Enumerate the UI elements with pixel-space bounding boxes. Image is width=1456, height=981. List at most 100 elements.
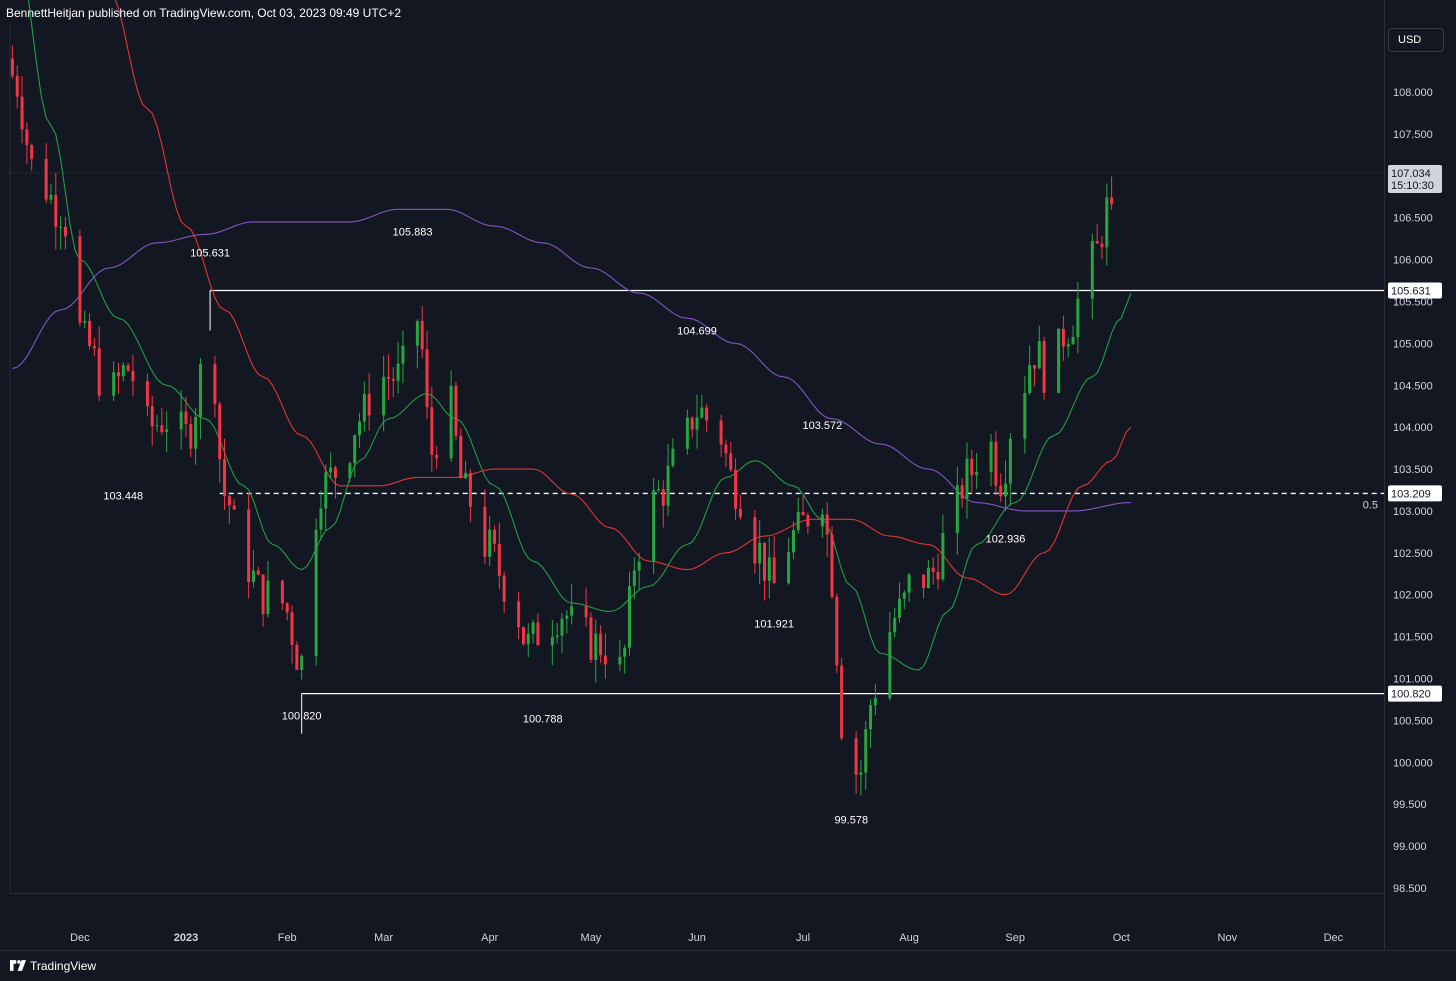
candle[interactable] [763, 542, 766, 601]
candle[interactable] [671, 438, 675, 468]
candle[interactable] [893, 608, 897, 638]
candle[interactable] [83, 310, 87, 329]
candle[interactable] [840, 657, 844, 741]
candle[interactable] [324, 464, 328, 531]
candle[interactable] [705, 403, 709, 432]
candle[interactable] [150, 395, 154, 446]
candle[interactable] [223, 438, 227, 510]
candle[interactable] [415, 319, 419, 369]
candle[interactable] [464, 460, 468, 480]
candle[interactable] [820, 508, 824, 539]
candle[interactable] [218, 401, 222, 483]
candle[interactable] [989, 433, 993, 487]
candle[interactable] [251, 550, 255, 588]
candle[interactable] [88, 313, 92, 350]
candle[interactable] [314, 518, 318, 666]
candle[interactable] [637, 552, 641, 590]
candle[interactable] [517, 592, 521, 640]
candle[interactable] [112, 361, 116, 402]
candle[interactable] [738, 494, 742, 520]
candle[interactable] [1008, 433, 1012, 506]
candle[interactable] [652, 477, 656, 575]
candle[interactable] [92, 337, 96, 357]
candle[interactable] [295, 641, 299, 670]
candle[interactable] [565, 610, 569, 634]
candle[interactable] [502, 571, 506, 613]
candle[interactable] [247, 492, 251, 599]
candle[interactable] [20, 76, 24, 144]
candle[interactable] [656, 480, 660, 493]
candle[interactable] [594, 619, 598, 683]
candle[interactable] [801, 495, 805, 516]
candle[interactable] [936, 553, 940, 590]
candle[interactable] [25, 122, 29, 164]
candle[interactable] [724, 439, 728, 468]
candle[interactable] [796, 497, 800, 534]
candle[interactable] [521, 626, 525, 646]
candle[interactable] [63, 216, 67, 250]
candle[interactable] [97, 326, 101, 402]
price-chart[interactable]: 0.5 105.631 105.883 104.699 103.572 103.448 1… [0, 0, 1456, 950]
candle[interactable] [550, 619, 554, 666]
candle[interactable] [584, 587, 588, 627]
candle[interactable] [121, 361, 125, 382]
candle[interactable] [353, 434, 357, 478]
candle[interactable] [695, 394, 699, 449]
candle[interactable] [290, 605, 294, 664]
candle[interactable] [155, 414, 159, 433]
candle[interactable] [280, 579, 284, 610]
candle[interactable] [560, 613, 564, 653]
candle[interactable] [690, 416, 694, 438]
candle[interactable] [1037, 325, 1041, 369]
candle[interactable] [116, 362, 120, 395]
candle[interactable] [926, 560, 930, 589]
candle[interactable] [420, 305, 424, 359]
candle[interactable] [955, 466, 959, 555]
tradingview-logo[interactable]: TradingView [10, 959, 96, 973]
candle[interactable] [435, 446, 439, 470]
candle[interactable] [1032, 364, 1036, 387]
candle[interactable] [329, 452, 333, 479]
candle[interactable] [10, 45, 14, 79]
candle[interactable] [333, 465, 337, 499]
candle[interactable] [194, 407, 198, 465]
candle[interactable] [300, 654, 304, 680]
candle[interactable] [1023, 376, 1027, 454]
candle[interactable] [15, 65, 19, 109]
candle[interactable] [59, 216, 63, 250]
candle[interactable] [1061, 315, 1065, 361]
candle[interactable] [78, 229, 82, 327]
candle[interactable] [897, 582, 901, 623]
candle[interactable] [131, 354, 135, 397]
candle[interactable] [825, 502, 829, 557]
candle[interactable] [483, 489, 487, 564]
candle[interactable] [145, 373, 149, 417]
candle[interactable] [999, 473, 1003, 502]
candle[interactable] [555, 623, 559, 644]
candle[interactable] [734, 458, 738, 520]
candle[interactable] [1090, 233, 1094, 320]
candle[interactable] [44, 143, 48, 204]
candle[interactable] [1042, 336, 1046, 400]
candle[interactable] [1105, 183, 1109, 266]
candle[interactable] [603, 633, 607, 679]
candle[interactable] [30, 143, 34, 171]
candle[interactable] [430, 386, 434, 472]
candle[interactable] [719, 414, 723, 457]
candle[interactable] [666, 444, 670, 517]
candle[interactable] [700, 394, 704, 419]
candle[interactable] [970, 449, 974, 494]
candle[interactable] [198, 358, 202, 440]
currency-button[interactable]: USD [1388, 28, 1444, 52]
candle[interactable] [126, 363, 130, 372]
candle[interactable] [396, 342, 400, 394]
candle[interactable] [1057, 328, 1061, 394]
candle[interactable] [922, 574, 926, 599]
candle[interactable] [488, 515, 492, 567]
candle[interactable] [386, 354, 390, 400]
candle[interactable] [536, 613, 540, 646]
candle[interactable] [1071, 325, 1075, 345]
candle[interactable] [189, 416, 193, 458]
candle[interactable] [806, 512, 810, 535]
candle[interactable] [589, 612, 593, 664]
